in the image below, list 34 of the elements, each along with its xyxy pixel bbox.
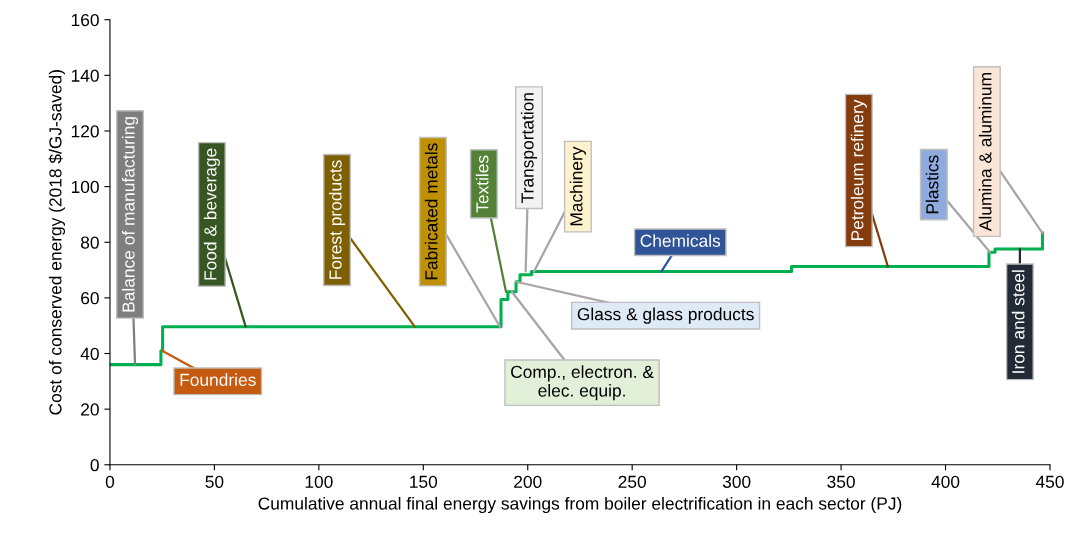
- annotation: Machinery: [569, 146, 586, 226]
- annotation: Forest products: [328, 160, 346, 279]
- x-tick-label: 250: [618, 475, 646, 488]
- x-tick-label: 150: [410, 475, 438, 488]
- annotation: Alumina & aluminum: [978, 73, 992, 232]
- annotation: Petroleum refinery: [850, 99, 867, 240]
- x-tick-label: 0: [105, 475, 115, 488]
- y-tick-label: 160: [71, 13, 99, 27]
- x-tick-label: 100: [305, 475, 333, 488]
- y-tick-label: 20: [81, 403, 99, 416]
- annotation: Plastics: [925, 155, 939, 214]
- x-axis-title: Cumulative annual final energy savings from boiler electrification in each sector (PJ): [258, 496, 902, 514]
- y-tick-label: 120: [71, 125, 99, 138]
- annotation: Fabricated metals: [424, 143, 438, 280]
- annotation: Glass & glass products: [577, 307, 754, 324]
- x-tick-label: 50: [205, 475, 224, 488]
- annotation: Comp., electron. & elec. equip.: [511, 365, 654, 401]
- annotation: Food & beverage: [203, 148, 220, 280]
- annotation: Chemicals: [640, 234, 721, 247]
- y-tick-label: 40: [80, 347, 99, 360]
- annotation: Transportation: [520, 93, 538, 203]
- y-tick-label: 80: [80, 236, 99, 249]
- x-tick-label: 300: [722, 475, 751, 488]
- y-tick-label: 60: [81, 292, 99, 305]
- y-tick-label: 140: [71, 69, 99, 82]
- x-tick-label: 200: [514, 475, 542, 488]
- annotation: Textiles: [475, 155, 489, 213]
- y-axis-title: Cost of conserved energy (2018 $/GJ-saved): [48, 70, 66, 415]
- annotation: Foundries: [180, 373, 256, 386]
- y-tick-label: 100: [71, 180, 99, 194]
- x-tick-label: 450: [1035, 475, 1064, 488]
- y-tick-label: 0: [90, 458, 99, 472]
- x-tick-label: 400: [931, 475, 960, 488]
- x-tick-label: 350: [827, 475, 855, 488]
